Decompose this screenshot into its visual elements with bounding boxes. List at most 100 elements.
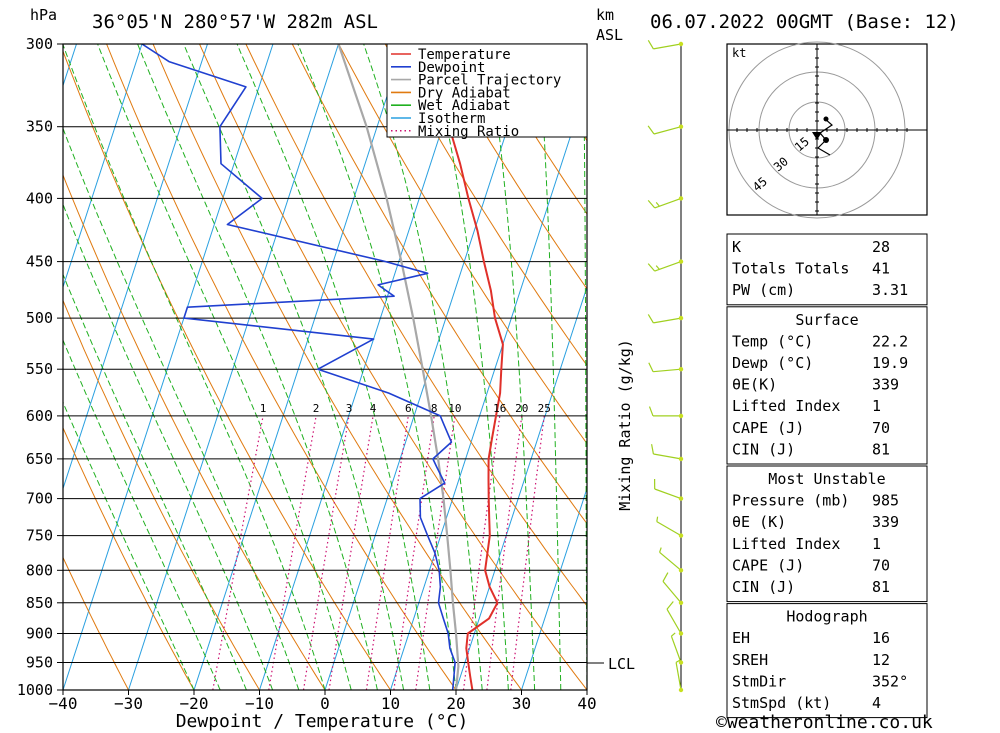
mixing-ratio-line	[302, 415, 350, 690]
wind-barb-dot	[678, 124, 684, 129]
wind-barb	[675, 659, 684, 693]
unstable-box-row-value: 70	[872, 556, 890, 574]
mixing-ratio-line	[328, 415, 374, 690]
indices-box-row-label: K	[732, 238, 741, 256]
surface-box-row-label: CIN (J)	[732, 440, 795, 458]
hodograph-point	[823, 116, 829, 122]
dry-adiabat-line	[63, 556, 129, 690]
wind-barb-dot	[678, 687, 684, 693]
wind-barb-feather	[666, 601, 674, 610]
isotherm-lines	[0, 7, 587, 690]
dewpoint-line	[141, 44, 456, 690]
dry-adiabat-line	[245, 44, 587, 607]
surface-box-row-value: 70	[872, 419, 890, 437]
wind-barb	[648, 406, 684, 419]
mixing-ratio-label: 8	[431, 402, 438, 415]
wind-barb-feather	[671, 632, 676, 637]
wind-barb-dot	[678, 196, 684, 201]
hodograph-box-row-value: 12	[872, 651, 890, 669]
wet-adiabat-lines	[63, 44, 587, 690]
isotherm-line	[0, 7, 23, 690]
unstable-box-row-label: Lifted Index	[732, 535, 840, 553]
wind-barb-feather	[675, 659, 681, 663]
temperature-tick-label: 40	[577, 694, 596, 713]
wind-barb-feather	[648, 406, 654, 417]
mixing-ratio-line	[510, 415, 545, 690]
dry-adiabat-line	[106, 44, 457, 690]
temperature-tick-label: 10	[381, 694, 400, 713]
unstable-box-title: Most Unstable	[768, 470, 885, 488]
wind-barb-dot	[678, 496, 684, 501]
indices-box-frame	[726, 233, 928, 306]
pressure-tick-label: 400	[26, 189, 53, 207]
pressure-tick-label: 850	[26, 594, 53, 612]
indices-box-row-value: 3.31	[872, 281, 908, 299]
mixing-ratio-line	[462, 415, 501, 690]
wind-barb-feather	[647, 200, 656, 209]
sounding-series	[141, 44, 504, 690]
wind-barb-dot	[678, 660, 684, 665]
wind-barb-staff	[653, 368, 682, 373]
unstable-box-row-value: 81	[872, 578, 890, 596]
wind-barb-feather	[647, 314, 654, 324]
asl-label: ASL	[596, 26, 623, 44]
pressure-tick-label: 350	[26, 118, 53, 136]
dry-adiabat-line	[63, 299, 260, 690]
pressure-tick-label: 650	[26, 450, 53, 468]
wet-adiabat-line	[63, 203, 274, 690]
wind-barb	[647, 39, 684, 50]
wet-adiabat-line	[137, 44, 378, 690]
dry-adiabat-line	[477, 44, 587, 215]
pressure-tick-label: 700	[26, 490, 53, 508]
surface-box-row-value: 81	[872, 440, 890, 458]
temperature-tick-label: 0	[320, 694, 330, 713]
wet-adiabat-line	[363, 44, 483, 690]
mixing-ratio-labels: 1 2 3 4 6 8 10 16 20 25	[260, 402, 551, 415]
unstable-box-frame	[726, 465, 928, 603]
mixing-ratio-line	[486, 415, 523, 690]
hodograph-box-frame	[726, 603, 928, 719]
isotherm-line	[63, 44, 143, 289]
axes-labels: 3003504004505005506006507007508008509009…	[17, 35, 597, 713]
wind-barb	[654, 478, 684, 501]
wind-barb-feather	[647, 39, 654, 50]
wind-barb	[656, 516, 684, 538]
hodograph-point	[823, 137, 829, 143]
unstable-box-row-label: CIN (J)	[732, 578, 795, 596]
surface-box-frame	[726, 306, 928, 465]
temperature-tick-label: 30	[512, 694, 531, 713]
mixing-ratio-label: 2	[313, 402, 320, 415]
wind-barb-dot	[678, 533, 684, 538]
hodograph-box-row-label: StmDir	[732, 672, 786, 690]
legend-entry: Mixing Ratio	[418, 124, 519, 140]
isotherm-line	[193, 44, 405, 690]
wind-barb-dot	[678, 413, 684, 419]
surface-box-title: Surface	[795, 311, 858, 329]
hpa-label: hPa	[30, 6, 57, 24]
pressure-tick-label: 900	[26, 625, 53, 643]
wind-barb-staff	[654, 197, 682, 209]
x-axis-title: Dewpoint / Temperature (°C)	[176, 711, 469, 732]
pressure-tick-label: 750	[26, 527, 53, 545]
wet-adiabat-line	[428, 44, 509, 690]
mixing-ratio-label: 16	[493, 402, 506, 415]
temperature-tick-label: −30	[114, 694, 143, 713]
wind-barb-dot	[678, 600, 684, 605]
wind-barb-staff	[675, 662, 682, 691]
wind-barb-staff	[656, 521, 682, 537]
pressure-tick-label: 1000	[17, 681, 53, 699]
legend-entry: Temperature	[418, 47, 511, 63]
wind-barb-feather	[656, 516, 659, 522]
pressure-tick-label: 450	[26, 253, 53, 271]
wind-barb	[647, 314, 684, 324]
wind-barb	[647, 124, 684, 135]
wind-barb-staff	[662, 581, 682, 604]
wet-adiabat-line	[183, 44, 405, 690]
mixing-ratio-label: 25	[538, 402, 551, 415]
legend-entry: Wet Adiabat	[418, 98, 511, 114]
wet-adiabat-line	[297, 44, 457, 690]
dry-adiabat-line	[152, 44, 522, 690]
wind-barb	[662, 572, 684, 605]
